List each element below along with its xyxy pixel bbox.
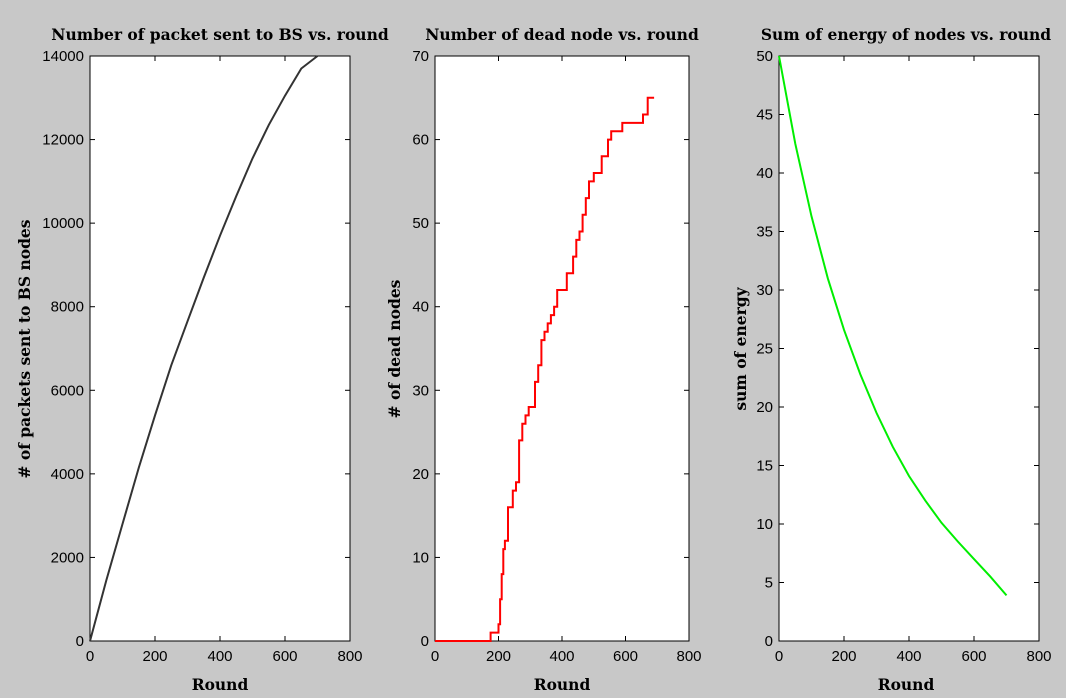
series-line <box>435 96 655 642</box>
y-tick-label: 40 <box>412 299 429 316</box>
x-tick-label: 800 <box>337 648 362 665</box>
y-tick-label: 4000 <box>51 466 84 483</box>
y-axis-label: sum of energy <box>731 286 750 410</box>
y-tick-label: 30 <box>412 382 429 399</box>
y-tick-label: 10 <box>412 549 429 566</box>
tick-group: 0 200 400 600 800 0 5 10 15 20 25 30 35 40 45 50 <box>756 48 1051 665</box>
plot-area <box>434 55 690 642</box>
x-tick-label: 200 <box>142 648 167 665</box>
x-axis-label: Round <box>878 675 935 694</box>
x-axis-label: Round <box>534 675 591 694</box>
series-line <box>89 55 319 642</box>
y-axis-label: # of dead nodes <box>385 279 404 418</box>
y-tick-label: 35 <box>756 224 773 241</box>
y-tick-label: 40 <box>756 165 773 182</box>
y-tick-label: 15 <box>756 458 773 475</box>
y-tick-label: 0 <box>76 633 84 650</box>
x-tick-label: 400 <box>896 648 921 665</box>
x-tick-label: 600 <box>272 648 297 665</box>
x-tick-label: 800 <box>676 648 701 665</box>
chart-title: Sum of energy of nodes vs. round <box>761 25 1051 44</box>
y-tick-label: 70 <box>412 48 429 65</box>
x-tick-label: 0 <box>431 648 439 665</box>
x-tick-label: 600 <box>961 648 986 665</box>
plot-area <box>778 55 1040 642</box>
y-tick-label: 14000 <box>42 48 84 65</box>
chart-packets-sent: Number of packet sent to BS vs. round 0 2… <box>15 25 389 694</box>
y-tick-label: 25 <box>756 341 773 358</box>
y-tick-label: 50 <box>756 48 773 65</box>
x-tick-label: 200 <box>831 648 856 665</box>
x-tick-label: 0 <box>775 648 783 665</box>
chart-energy-sum: Sum of energy of nodes vs. round 0 200 400… <box>731 25 1052 694</box>
y-tick-label: 10 <box>756 516 773 533</box>
y-tick-label: 60 <box>412 132 429 149</box>
plot-area <box>89 55 351 642</box>
y-tick-label: 30 <box>756 282 773 299</box>
x-tick-label: 0 <box>86 648 94 665</box>
y-tick-label: 12000 <box>42 132 84 149</box>
x-tick-label: 400 <box>207 648 232 665</box>
y-tick-label: 6000 <box>51 382 84 399</box>
y-tick-label: 2000 <box>51 549 84 566</box>
series-line <box>778 55 1008 597</box>
y-tick-label: 5 <box>765 575 773 592</box>
y-axis-label: # of packets sent to BS nodes <box>15 219 34 478</box>
tick-group: 0 200 400 600 800 0 10 20 30 40 50 60 70 <box>412 48 701 665</box>
x-tick-label: 600 <box>613 648 638 665</box>
y-tick-label: 45 <box>756 107 773 124</box>
tick-group: 0 200 400 600 800020004000600080001000012000… <box>42 48 362 665</box>
x-tick-label: 200 <box>486 648 511 665</box>
y-tick-label: 10000 <box>42 215 84 232</box>
y-tick-label: 0 <box>765 633 773 650</box>
y-tick-label: 8000 <box>51 299 84 316</box>
x-axis-label: Round <box>192 675 249 694</box>
y-tick-label: 20 <box>412 466 429 483</box>
y-tick-label: 20 <box>756 399 773 416</box>
x-tick-label: 800 <box>1026 648 1051 665</box>
y-tick-label: 0 <box>421 633 429 650</box>
x-tick-label: 400 <box>549 648 574 665</box>
chart-title: Number of packet sent to BS vs. round <box>51 25 389 44</box>
y-tick-label: 50 <box>412 215 429 232</box>
chart-dead-nodes: Number of dead node vs. round 0 200 400 600… <box>385 25 702 694</box>
chart-title: Number of dead node vs. round <box>425 25 699 44</box>
